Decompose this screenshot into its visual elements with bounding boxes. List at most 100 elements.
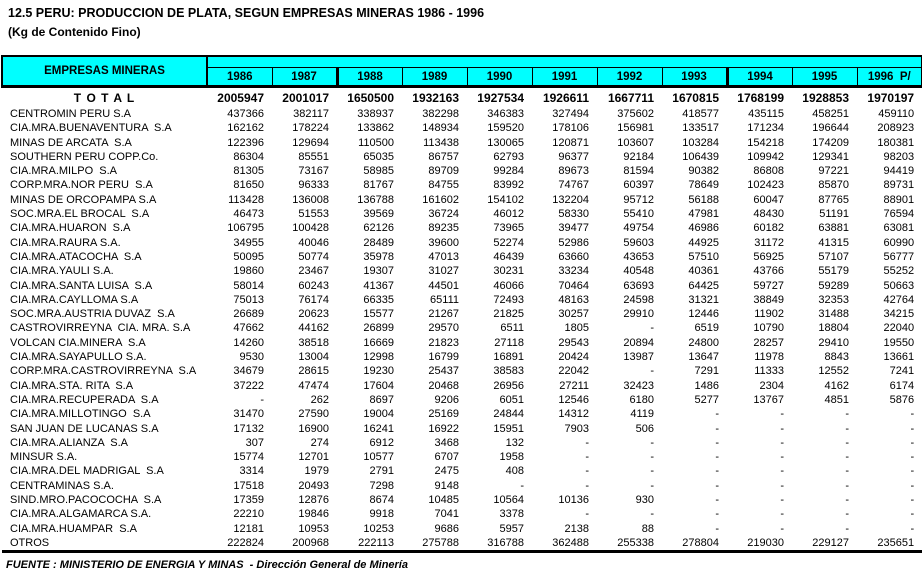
value-cell: 11902 [754, 308, 784, 321]
value-cell: 2138 [564, 522, 589, 535]
year-header: 1994 [725, 67, 792, 88]
value-cell: 50774 [298, 250, 329, 263]
value-cell: - [585, 479, 589, 492]
company-name-cell: CIA.MRA.HUAMPAR S.A [10, 522, 137, 535]
value-cell: 29543 [558, 336, 589, 349]
company-name-cell: MINAS DE ARCATA S.A [10, 136, 132, 149]
year-header: 1995 [791, 67, 857, 88]
company-name-cell: CIA.MRA.CAYLLOMA S.A [10, 293, 139, 306]
value-cell: 75013 [233, 293, 264, 306]
value-cell: - [650, 322, 654, 335]
value-cell: 132 [505, 436, 524, 449]
value-cell: 38849 [753, 293, 784, 306]
value-cell: - [780, 508, 784, 521]
value-cell: 3468 [434, 436, 459, 449]
value-cell: 307 [245, 436, 264, 449]
year-header: 1989 [401, 67, 467, 88]
value-cell: 7241 [889, 365, 915, 378]
value-cell: 16891 [493, 351, 524, 364]
value-cell: 9686 [434, 522, 459, 535]
value-cell: 18804 [818, 322, 849, 335]
value-cell: 20468 [428, 379, 459, 392]
value-cell: 34679 [233, 365, 264, 378]
table-row: CASTROVIRREYNA CIA. MRA. S.A 47662 44162 26… [2, 321, 922, 335]
value-cell: 31470 [233, 408, 264, 421]
silver-production-table: EMPRESAS MINERAS 1986 1987 1988 1989 1990 199… [1, 55, 922, 554]
year-header: 1986 [206, 67, 272, 88]
value-cell: 15951 [493, 422, 524, 435]
value-cell: 52274 [493, 236, 524, 249]
table-row: SOUTHERN PERU COPP.Co. 86304 85551 65035 867… [2, 150, 922, 164]
company-name-cell: CIA.MRA.RAURA S.A. [10, 236, 121, 249]
value-cell: 5876 [889, 393, 915, 406]
value-cell: 63693 [623, 279, 654, 292]
total-value-cell: 1768199 [737, 90, 784, 105]
value-cell: 12701 [298, 451, 329, 464]
value-cell: 10790 [753, 322, 784, 335]
table-row: SOC.MRA.EL BROCAL S.A 46473 51553 39569 3672… [2, 207, 922, 221]
value-cell: 12446 [688, 308, 719, 321]
value-cell: 2304 [759, 379, 784, 392]
value-cell: 36724 [428, 208, 459, 221]
total-label: T O T A L [73, 90, 136, 105]
value-cell: - [650, 508, 654, 521]
value-cell: 9918 [369, 508, 394, 521]
value-cell: 10253 [363, 522, 394, 535]
company-name-cell: SOC.MRA.AUSTRIA DUVAZ S.A [10, 308, 175, 321]
page-title: 12.5 PERU: PRODUCCION DE PLATA, SEGUN EM… [8, 6, 485, 20]
value-cell: 20894 [623, 336, 654, 349]
value-cell: 2791 [369, 465, 394, 478]
value-cell: 27590 [298, 408, 329, 421]
value-cell: 46012 [493, 208, 524, 221]
value-cell: 52986 [558, 236, 589, 249]
value-cell: 12181 [233, 522, 264, 535]
value-cell: 2475 [434, 465, 459, 478]
value-cell: 13661 [883, 351, 915, 364]
value-cell: - [845, 436, 849, 449]
value-cell: 59603 [623, 236, 654, 249]
value-cell: 81594 [623, 165, 654, 178]
company-name-cell: SOC.MRA.EL BROCAL S.A [10, 208, 150, 221]
value-cell: 1979 [304, 465, 329, 478]
value-cell: - [715, 422, 719, 435]
value-cell: - [650, 451, 654, 464]
value-cell: 70464 [558, 279, 589, 292]
value-cell: 87765 [818, 193, 849, 206]
value-cell: - [910, 422, 915, 435]
value-cell: 16900 [298, 422, 329, 435]
company-name-cell: CIA.MRA.ALGAMARCA S.A. [10, 508, 152, 521]
value-cell: 110500 [358, 136, 394, 149]
value-cell: 10485 [428, 494, 459, 507]
table-row: MINSUR S.A. 15774 12701 10577 6707 1958 - - - - - - [2, 450, 922, 464]
value-cell: - [910, 508, 915, 521]
table-row: SAN JUAN DE LUCANAS S.A 17132 16900 16241 16… [2, 422, 922, 436]
page-subtitle: (Kg de Contenido Fino) [8, 25, 141, 39]
value-cell: 88901 [883, 193, 915, 206]
value-cell: 41367 [363, 279, 394, 292]
value-cell: 47981 [688, 208, 719, 221]
value-cell: 85551 [298, 150, 329, 163]
value-cell: 31488 [818, 308, 849, 321]
source-note: FUENTE : MINISTERIO DE ENERGIA Y MINAS -… [6, 559, 408, 571]
value-cell: 65035 [363, 150, 394, 163]
value-cell: - [520, 479, 524, 492]
value-cell: 42764 [883, 293, 915, 306]
value-cell: 930 [635, 494, 654, 507]
value-cell: 10564 [493, 494, 524, 507]
value-cell: 7291 [694, 365, 719, 378]
value-cell: 40361 [688, 265, 719, 278]
value-cell: 96333 [298, 179, 329, 192]
value-cell: 20623 [298, 308, 329, 321]
value-cell: 46066 [493, 279, 524, 292]
company-name-cell: MINSUR S.A. [10, 451, 78, 464]
table-row: CIA.MRA.ATACOCHA S.A 50095 50774 35978 47013… [2, 250, 922, 264]
value-cell: 109942 [747, 150, 784, 163]
company-name-cell: CIA.MRA.RECUPERADA S.A [10, 393, 159, 406]
table-row: CIA.MRA.ALGAMARCA S.A. 22210 19846 9918 7041… [2, 507, 922, 521]
value-cell: 275788 [402, 535, 467, 554]
value-cell: - [585, 436, 589, 449]
value-cell: 6051 [499, 393, 524, 406]
value-cell: 1805 [564, 322, 589, 335]
value-cell: 85870 [818, 179, 849, 192]
value-cell: 327494 [552, 108, 589, 120]
